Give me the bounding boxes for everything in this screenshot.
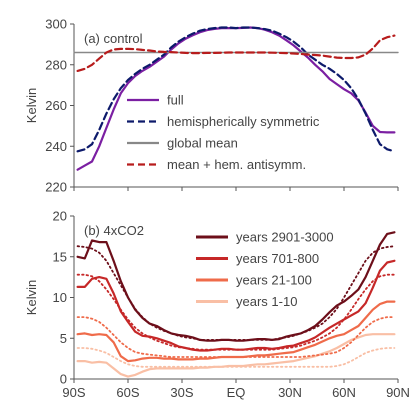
panel-b-ylabel: Kelvin bbox=[24, 280, 39, 315]
panel-a-legend-label: global mean bbox=[167, 136, 238, 151]
panel-a-series-1 bbox=[76, 26, 396, 153]
panel-b-legend-label: years 1-10 bbox=[236, 294, 297, 309]
panel-b-panel-label: (b) 4xCO2 bbox=[84, 223, 144, 238]
panel-b-x-tick-label: 90S bbox=[62, 385, 85, 400]
panel-a-legend-label: full bbox=[167, 93, 184, 108]
panel-b-y-tick-label: 0 bbox=[60, 372, 67, 387]
panel-b-x-tick-label: 60S bbox=[116, 385, 139, 400]
panel-b-y-tick-label: 10 bbox=[53, 290, 67, 305]
panel-a-legend-label: mean + hem. antisymm. bbox=[167, 157, 306, 172]
panel-b-x-tick-label: EQ bbox=[227, 385, 246, 400]
panel-a-ylabel: Kelvin bbox=[24, 88, 39, 123]
panel-a-y-tick-label: 220 bbox=[45, 180, 67, 195]
panel-b-legend-label: years 701-800 bbox=[236, 251, 319, 266]
panel-a-series-3 bbox=[76, 34, 396, 73]
panel-a-y-tick-label: 280 bbox=[45, 57, 67, 72]
panel-b-legend-label: years 21-100 bbox=[236, 273, 312, 288]
panel-b-legend-label: years 2901-3000 bbox=[236, 230, 334, 245]
panel-b-x-tick-label: 90N bbox=[386, 385, 410, 400]
panel-b-series-6 bbox=[76, 316, 396, 358]
panel-a-y-tick-label: 240 bbox=[45, 139, 67, 154]
panel-a-control: 220 240 260 280 300 Kelvin (a) control full hemi… bbox=[24, 17, 399, 195]
panel-b-series-4 bbox=[76, 245, 396, 341]
panel-b-4xco2: 0 5 10 15 20 90S 60S 30S EQ 30N 60N 90N Kelvin (b) 4x… bbox=[24, 209, 410, 401]
panel-b-y-tick-label: 20 bbox=[53, 209, 67, 224]
panel-b-series-5 bbox=[76, 273, 396, 351]
panel-a-y-tick-label: 260 bbox=[45, 98, 67, 113]
panel-b-y-tick-label: 5 bbox=[60, 331, 67, 346]
panel-b-y-tick-label: 15 bbox=[53, 249, 67, 264]
panel-b-series-7 bbox=[76, 347, 396, 368]
panel-b-x-tick-label: 30S bbox=[170, 385, 193, 400]
panel-a-y-tick-label: 300 bbox=[45, 17, 67, 32]
panel-b-x-tick-label: 30N bbox=[278, 385, 302, 400]
panel-a-panel-label: (a) control bbox=[84, 31, 143, 46]
panel-b-series-1 bbox=[76, 259, 396, 352]
panel-b-x-tick-label: 60N bbox=[332, 385, 356, 400]
panel-a-legend-label: hemispherically symmetric bbox=[167, 114, 320, 129]
panel-b-series-2 bbox=[76, 300, 396, 363]
